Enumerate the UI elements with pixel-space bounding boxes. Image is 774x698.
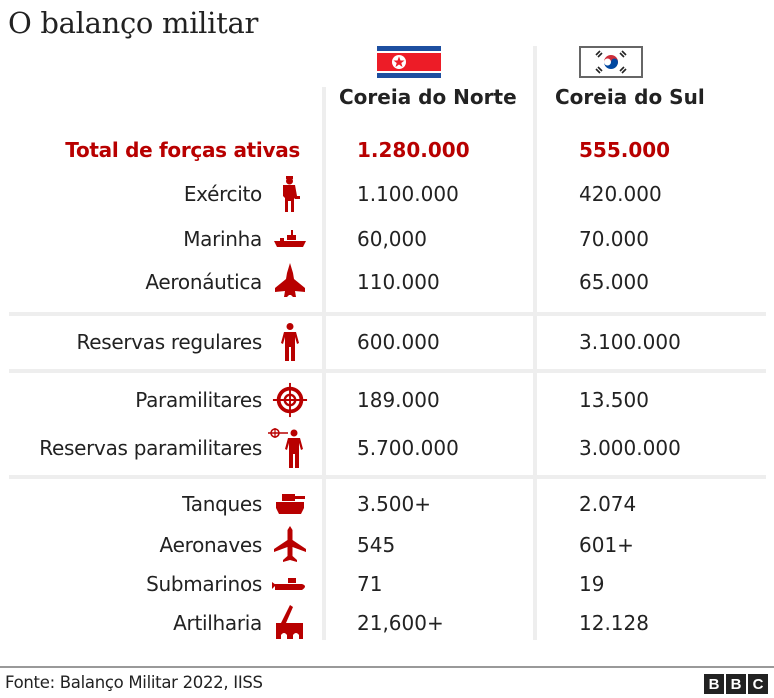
column-divider-right (533, 46, 537, 640)
group-divider (9, 369, 766, 373)
value-south: 2.074 (579, 492, 637, 516)
value-north: 1.280.000 (357, 138, 470, 162)
value-south: 3.100.000 (579, 330, 681, 354)
row-label: Submarinos (146, 572, 262, 596)
table-row-army: Exército 1.100.000 420.000 (0, 176, 774, 212)
fighter-jet-icon (272, 263, 308, 299)
column-divider-left (322, 87, 326, 640)
target-icon (272, 382, 308, 418)
row-label: Reservas regulares (76, 330, 263, 354)
airplane-icon (272, 526, 308, 562)
value-north: 21,600+ (357, 611, 444, 635)
submarine-icon (272, 567, 308, 601)
value-south: 13.500 (579, 388, 649, 412)
table-row-air-force: Aeronáutica 110.000 65.000 (0, 263, 774, 299)
footer-divider (0, 666, 774, 668)
soldier-icon (272, 176, 308, 212)
column-header-south-korea: Coreia do Sul (555, 85, 705, 109)
table-row-paramilitary-reserves: Reservas paramilitares 5.700.000 3.000.0… (0, 428, 774, 468)
table-row-total-active: Total de forças ativas 1.280.000 555.000 (0, 133, 774, 167)
table-row-tanks: Tanques 3.500+ 2.074 (0, 487, 774, 521)
value-south: 19 (579, 572, 605, 596)
row-label: Marinha (183, 227, 262, 251)
value-north: 1.100.000 (357, 182, 459, 206)
north-korea-flag (377, 46, 441, 78)
value-north: 60,000 (357, 227, 427, 251)
row-label: Tanques (182, 492, 262, 516)
value-south: 65.000 (579, 270, 649, 294)
value-north: 3.500+ (357, 492, 432, 516)
value-north: 5.700.000 (357, 436, 459, 460)
table-row-navy: Marinha 60,000 70.000 (0, 222, 774, 256)
row-label: Aeronaves (159, 533, 263, 557)
value-south: 12.128 (579, 611, 649, 635)
person-target-icon (266, 428, 308, 468)
row-label: Aeronáutica (145, 270, 262, 294)
value-north: 110.000 (357, 270, 440, 294)
group-divider (9, 312, 766, 316)
value-north: 189.000 (357, 388, 440, 412)
table-row-submarines: Submarinos 71 19 (0, 567, 774, 601)
value-north: 71 (357, 572, 383, 596)
row-label: Exército (183, 182, 262, 206)
chart-title: O balanço militar (8, 6, 259, 40)
row-label: Paramilitares (135, 388, 262, 412)
south-korea-flag (579, 46, 643, 78)
value-north: 600.000 (357, 330, 440, 354)
value-south: 3.000.000 (579, 436, 681, 460)
table-row-artillery: Artilharia 21,600+ 12.128 (0, 605, 774, 640)
table-row-aircraft: Aeronaves 545 601+ (0, 526, 774, 562)
value-south: 420.000 (579, 182, 662, 206)
row-label: Reservas paramilitares (39, 436, 262, 460)
value-south: 601+ (579, 533, 634, 557)
tank-icon (272, 487, 308, 521)
column-header-north-korea: Coreia do Norte (339, 85, 517, 109)
source-note: Fonte: Balanço Militar 2022, IISS (5, 673, 263, 692)
table-row-paramilitary: Paramilitares 189.000 13.500 (0, 382, 774, 418)
artillery-icon (272, 605, 308, 640)
table-row-regular-reserves: Reservas regulares 600.000 3.100.000 (0, 323, 774, 361)
bbc-logo-letter: B (726, 674, 746, 694)
value-south: 70.000 (579, 227, 649, 251)
value-south: 555.000 (579, 138, 671, 162)
group-divider (9, 475, 766, 479)
value-north: 545 (357, 533, 396, 557)
person-icon (272, 323, 308, 361)
ship-icon (272, 222, 308, 256)
row-label: Total de forças ativas (65, 138, 300, 162)
bbc-logo-letter: C (748, 674, 768, 694)
row-label: Artilharia (173, 611, 262, 635)
bbc-logo-letter: B (704, 674, 724, 694)
bbc-logo: B B C (704, 674, 768, 694)
